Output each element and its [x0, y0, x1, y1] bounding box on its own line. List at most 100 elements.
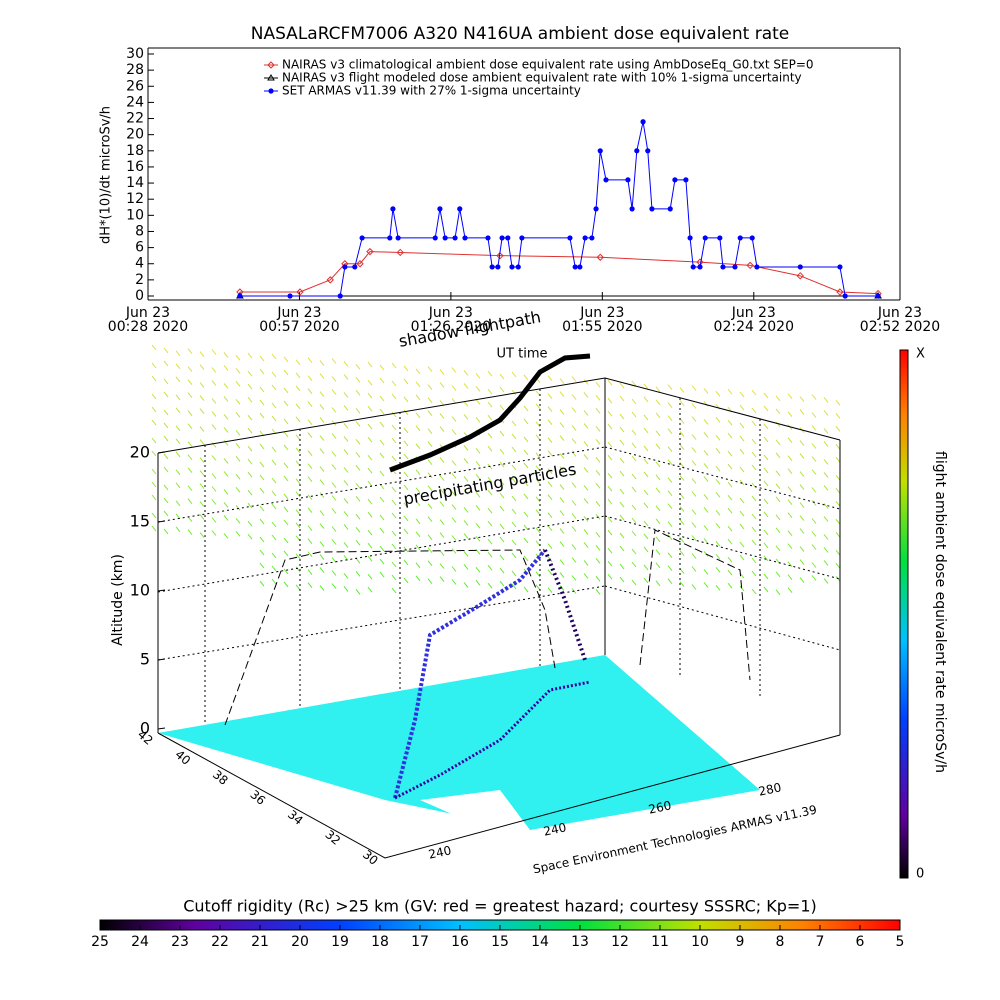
particle-dash	[175, 363, 181, 370]
box	[157, 377, 841, 859]
particle-dash	[211, 530, 217, 536]
particle-dash	[367, 555, 373, 562]
colorbar-tick-label: 19	[331, 934, 349, 950]
particle-dash	[163, 391, 169, 398]
colorbar-tick-label: 10	[691, 934, 709, 950]
particle-dash	[415, 469, 421, 476]
particle-dash	[271, 371, 277, 378]
particle-dash	[619, 439, 625, 446]
particle-dash	[163, 422, 169, 429]
particle-dash	[403, 365, 409, 372]
particle-dash	[643, 489, 649, 496]
particle-dash	[451, 535, 457, 541]
particle-dash	[655, 386, 661, 393]
particle-dash	[751, 588, 757, 595]
particle-dash	[607, 410, 613, 417]
particle-dash	[391, 486, 397, 493]
particle-dash	[715, 447, 721, 454]
particle-dash	[211, 486, 217, 492]
particle-dash	[451, 416, 457, 422]
particle-dash	[631, 517, 637, 524]
particle-dash	[319, 404, 325, 410]
point	[237, 293, 243, 299]
particle-dash	[487, 564, 493, 571]
particle-dash	[487, 538, 493, 545]
particle-dash	[211, 473, 217, 479]
particle-dash	[559, 572, 565, 578]
particle-dash	[571, 469, 577, 475]
colorbar-label: flight ambient dose equivalent rate micr…	[932, 451, 948, 773]
particle-dash	[223, 427, 229, 433]
particle-dash	[271, 415, 277, 422]
particle-dash	[427, 410, 433, 417]
particle-dash	[595, 482, 601, 489]
particle-dash	[547, 512, 553, 519]
particle-dash	[559, 559, 565, 565]
particle-dash	[307, 375, 313, 382]
point	[603, 177, 609, 183]
particle-dash	[307, 476, 313, 483]
particle-dash	[211, 349, 217, 355]
particle-dash	[427, 485, 433, 492]
particle-dash	[523, 493, 529, 500]
particle-dash	[811, 443, 817, 449]
particle-dash	[607, 454, 613, 461]
particle-dash	[811, 394, 817, 400]
particle-dash	[151, 419, 157, 426]
particle-dash	[763, 511, 769, 518]
particle-dash	[379, 364, 385, 371]
particle-dash	[247, 370, 253, 377]
particle-dash	[235, 442, 241, 449]
particle-dash	[811, 456, 817, 462]
particle-dash	[691, 491, 697, 497]
particle-dash	[655, 549, 661, 556]
particle-dash	[667, 384, 673, 391]
particle-dash	[403, 427, 409, 434]
point	[515, 264, 521, 270]
particle-dash	[487, 401, 493, 408]
particle-dash	[367, 480, 373, 487]
particle-dash	[715, 465, 721, 472]
particle-dash	[763, 436, 769, 443]
particle-dash	[403, 453, 409, 460]
particle-dash	[271, 477, 277, 484]
particle-dash	[427, 441, 433, 448]
particle-dash	[415, 500, 421, 507]
particle-dash	[535, 571, 541, 578]
particle-dash	[523, 462, 529, 469]
particle-dash	[175, 469, 181, 476]
particle-dash	[163, 466, 169, 473]
particle-dash	[283, 431, 289, 438]
particle-dash	[643, 471, 649, 478]
particle-dash	[271, 446, 277, 453]
particle-dash	[787, 587, 793, 594]
particle-dash	[691, 478, 697, 484]
particle-dash	[463, 476, 469, 482]
particle-dash	[319, 417, 325, 423]
particle-dash	[211, 455, 217, 461]
particle-dash	[583, 542, 589, 548]
particle-dash	[151, 481, 157, 488]
particle-dash	[271, 578, 277, 585]
particle-dash	[307, 569, 313, 576]
particle-dash	[511, 495, 517, 502]
particle-dash	[775, 408, 781, 415]
particle-dash	[523, 418, 529, 425]
lat-tick-label: 30	[360, 847, 381, 868]
particle-dash	[391, 437, 397, 444]
x-tick-label: Jun 23 01:55 2020	[562, 305, 643, 335]
particle-dash	[619, 470, 625, 477]
particle-dash	[259, 399, 265, 406]
particle-dash	[787, 499, 793, 506]
particle-dash	[787, 530, 793, 537]
particle-dash	[511, 508, 517, 515]
particle-dash	[319, 510, 325, 516]
particle-dash	[451, 429, 457, 435]
particle-dash	[631, 398, 637, 405]
particle-dash	[175, 350, 181, 357]
particle-dash	[367, 511, 373, 518]
particle-dash	[559, 453, 565, 459]
particle-dash	[235, 517, 241, 524]
particle-dash	[523, 480, 529, 487]
particle-dash	[535, 403, 541, 410]
